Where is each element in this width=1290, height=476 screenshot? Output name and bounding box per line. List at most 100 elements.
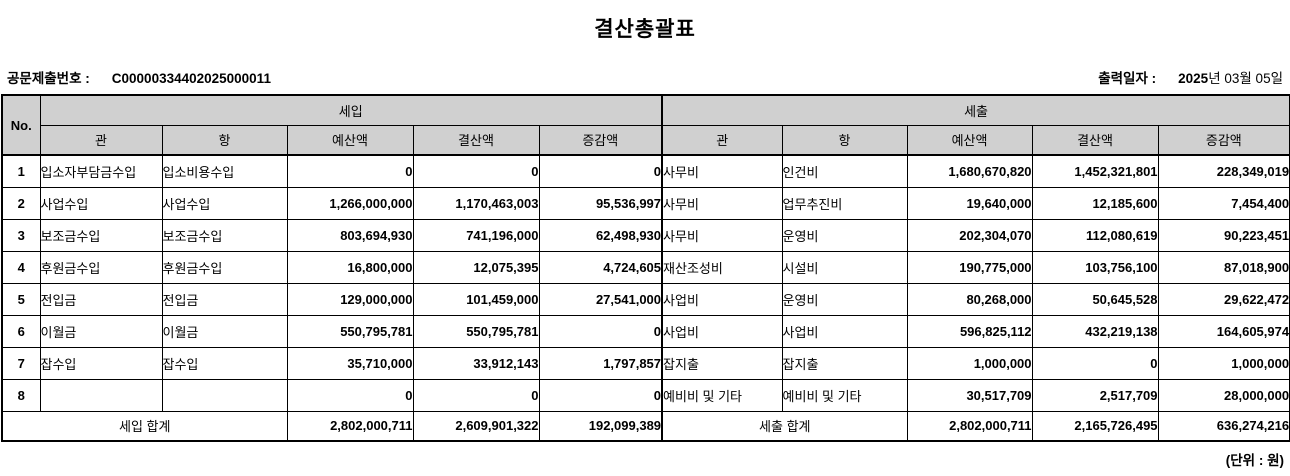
expense-diff-cell: 28,000,000 <box>1157 378 1290 412</box>
expense-budget-cell: 1,680,670,820 <box>906 154 1033 188</box>
expense-settlement-header: 결산액 <box>1031 124 1159 156</box>
revenue-gwan-cell: 사업수입 <box>39 186 163 220</box>
expense-gwan-cell: 사업비 <box>661 282 783 316</box>
revenue-budget-header: 예산액 <box>286 124 414 156</box>
expense-settlement-cell: 2,517,709 <box>1031 378 1159 412</box>
revenue-diff-cell: 95,536,997 <box>538 186 663 220</box>
revenue-gwan-cell <box>39 378 163 412</box>
expense-gwan-cell: 사무비 <box>661 218 783 252</box>
revenue-total-label: 세입 합계 <box>1 410 288 442</box>
revenue-budget-cell: 0 <box>286 378 414 412</box>
revenue-total-settlement: 2,609,901,322 <box>412 410 540 442</box>
doc-number-group: 공문제출번호 : C00000334402025000011 <box>7 67 271 87</box>
revenue-section-header: 세입 <box>39 94 663 126</box>
expense-total-diff: 636,274,216 <box>1157 410 1290 442</box>
totals-row: 세입 합계 2,802,000,711 2,609,901,322 192,09… <box>1 410 1290 442</box>
revenue-gwan-cell: 이월금 <box>39 314 163 348</box>
doc-number-value: C00000334402025000011 <box>111 71 271 86</box>
table-row: 3 보조금수입 보조금수입 803,694,930 741,196,000 62… <box>1 218 1290 252</box>
expense-budget-header: 예산액 <box>906 124 1033 156</box>
expense-budget-cell: 190,775,000 <box>906 250 1033 284</box>
expense-diff-cell: 90,223,451 <box>1157 218 1290 252</box>
revenue-budget-cell: 803,694,930 <box>286 218 414 252</box>
expense-settlement-cell: 432,219,138 <box>1031 314 1159 348</box>
revenue-diff-cell: 1,797,857 <box>538 346 663 380</box>
expense-settlement-cell: 112,080,619 <box>1031 218 1159 252</box>
revenue-diff-cell: 27,541,000 <box>538 282 663 316</box>
meta-bar: 공문제출번호 : C00000334402025000011 출력일자 : 2025… <box>0 67 1290 87</box>
revenue-budget-cell: 0 <box>286 154 414 188</box>
expense-budget-cell: 596,825,112 <box>906 314 1033 348</box>
revenue-hang-cell: 이월금 <box>161 314 288 348</box>
row-number: 3 <box>1 218 41 252</box>
revenue-hang-cell: 사업수입 <box>161 186 288 220</box>
table-body: 1 입소자부담금수입 입소비용수입 0 0 0 사무비 인건비 1,680,67… <box>1 154 1290 442</box>
expense-diff-header: 증감액 <box>1157 124 1290 156</box>
doc-number-label: 공문제출번호 : <box>7 71 90 86</box>
revenue-budget-cell: 16,800,000 <box>286 250 414 284</box>
row-number: 8 <box>1 378 41 412</box>
revenue-hang-header: 항 <box>161 124 288 156</box>
revenue-gwan-cell: 잡수입 <box>39 346 163 380</box>
header-sub-row: 관 항 예산액 결산액 증감액 관 항 예산액 결산액 증감액 <box>2 124 1290 156</box>
expense-gwan-cell: 사무비 <box>661 186 783 220</box>
row-number: 6 <box>1 314 41 348</box>
revenue-settlement-cell: 0 <box>412 378 540 412</box>
row-number: 7 <box>1 346 41 380</box>
revenue-diff-cell: 4,724,605 <box>538 250 663 284</box>
revenue-budget-cell: 1,266,000,000 <box>286 186 414 220</box>
revenue-budget-cell: 35,710,000 <box>286 346 414 380</box>
revenue-hang-cell: 입소비용수입 <box>161 154 288 188</box>
revenue-hang-cell: 잡수입 <box>161 346 288 380</box>
print-date-rest: 년 03월 05일 <box>1208 71 1283 86</box>
expense-settlement-cell: 1,452,321,801 <box>1031 154 1159 188</box>
print-date-label: 출력일자 : <box>1098 71 1157 86</box>
no-column-header: No. <box>1 94 41 156</box>
revenue-gwan-cell: 보조금수입 <box>39 218 163 252</box>
revenue-hang-cell: 후원금수입 <box>161 250 288 284</box>
settlement-summary-table: No. 세입 세출 관 항 예산액 결산액 증감액 관 항 예산액 결산액 증감… <box>1 94 1290 442</box>
table-row: 8 0 0 0 예비비 및 기타 예비비 및 기타 30,517,709 2,5… <box>1 378 1290 412</box>
row-number: 4 <box>1 250 41 284</box>
expense-budget-cell: 19,640,000 <box>906 186 1033 220</box>
revenue-gwan-cell: 후원금수입 <box>39 250 163 284</box>
expense-diff-cell: 1,000,000 <box>1157 346 1290 380</box>
expense-gwan-cell: 사업비 <box>661 314 783 348</box>
expense-settlement-cell: 12,185,600 <box>1031 186 1159 220</box>
expense-hang-cell: 시설비 <box>781 250 908 284</box>
expense-total-label: 세출 합계 <box>661 410 908 442</box>
revenue-budget-cell: 129,000,000 <box>286 282 414 316</box>
expense-budget-cell: 1,000,000 <box>906 346 1033 380</box>
header-group-row: No. 세입 세출 <box>1 94 1290 156</box>
unit-note: (단위 : 원) <box>1225 453 1284 468</box>
expense-settlement-cell: 50,645,528 <box>1031 282 1159 316</box>
expense-hang-cell: 운영비 <box>781 282 908 316</box>
revenue-settlement-cell: 741,196,000 <box>412 218 540 252</box>
expense-gwan-cell: 사무비 <box>661 154 783 188</box>
expense-gwan-cell: 예비비 및 기타 <box>661 378 783 412</box>
table-row: 6 이월금 이월금 550,795,781 550,795,781 0 사업비 … <box>1 314 1290 348</box>
revenue-settlement-cell: 12,075,395 <box>412 250 540 284</box>
expense-hang-cell: 운영비 <box>781 218 908 252</box>
expense-hang-cell: 인건비 <box>781 154 908 188</box>
expense-budget-cell: 80,268,000 <box>906 282 1033 316</box>
table-row: 4 후원금수입 후원금수입 16,800,000 12,075,395 4,72… <box>1 250 1290 284</box>
expense-total-budget: 2,802,000,711 <box>906 410 1033 442</box>
expense-diff-cell: 7,454,400 <box>1157 186 1290 220</box>
table-row: 5 전입금 전입금 129,000,000 101,459,000 27,541… <box>1 282 1290 316</box>
expense-budget-cell: 202,304,070 <box>906 218 1033 252</box>
expense-settlement-cell: 0 <box>1031 346 1159 380</box>
table-header: No. 세입 세출 관 항 예산액 결산액 증감액 관 항 예산액 결산액 증감… <box>1 94 1290 156</box>
expense-hang-cell: 예비비 및 기타 <box>781 378 908 412</box>
revenue-settlement-cell: 1,170,463,003 <box>412 186 540 220</box>
revenue-settlement-cell: 0 <box>412 154 540 188</box>
expense-gwan-header: 관 <box>661 124 783 156</box>
expense-gwan-cell: 재산조성비 <box>661 250 783 284</box>
revenue-settlement-cell: 101,459,000 <box>412 282 540 316</box>
expense-budget-cell: 30,517,709 <box>906 378 1033 412</box>
revenue-budget-cell: 550,795,781 <box>286 314 414 348</box>
expense-hang-cell: 사업비 <box>781 314 908 348</box>
expense-gwan-cell: 잡지출 <box>661 346 783 380</box>
expense-diff-cell: 29,622,472 <box>1157 282 1290 316</box>
